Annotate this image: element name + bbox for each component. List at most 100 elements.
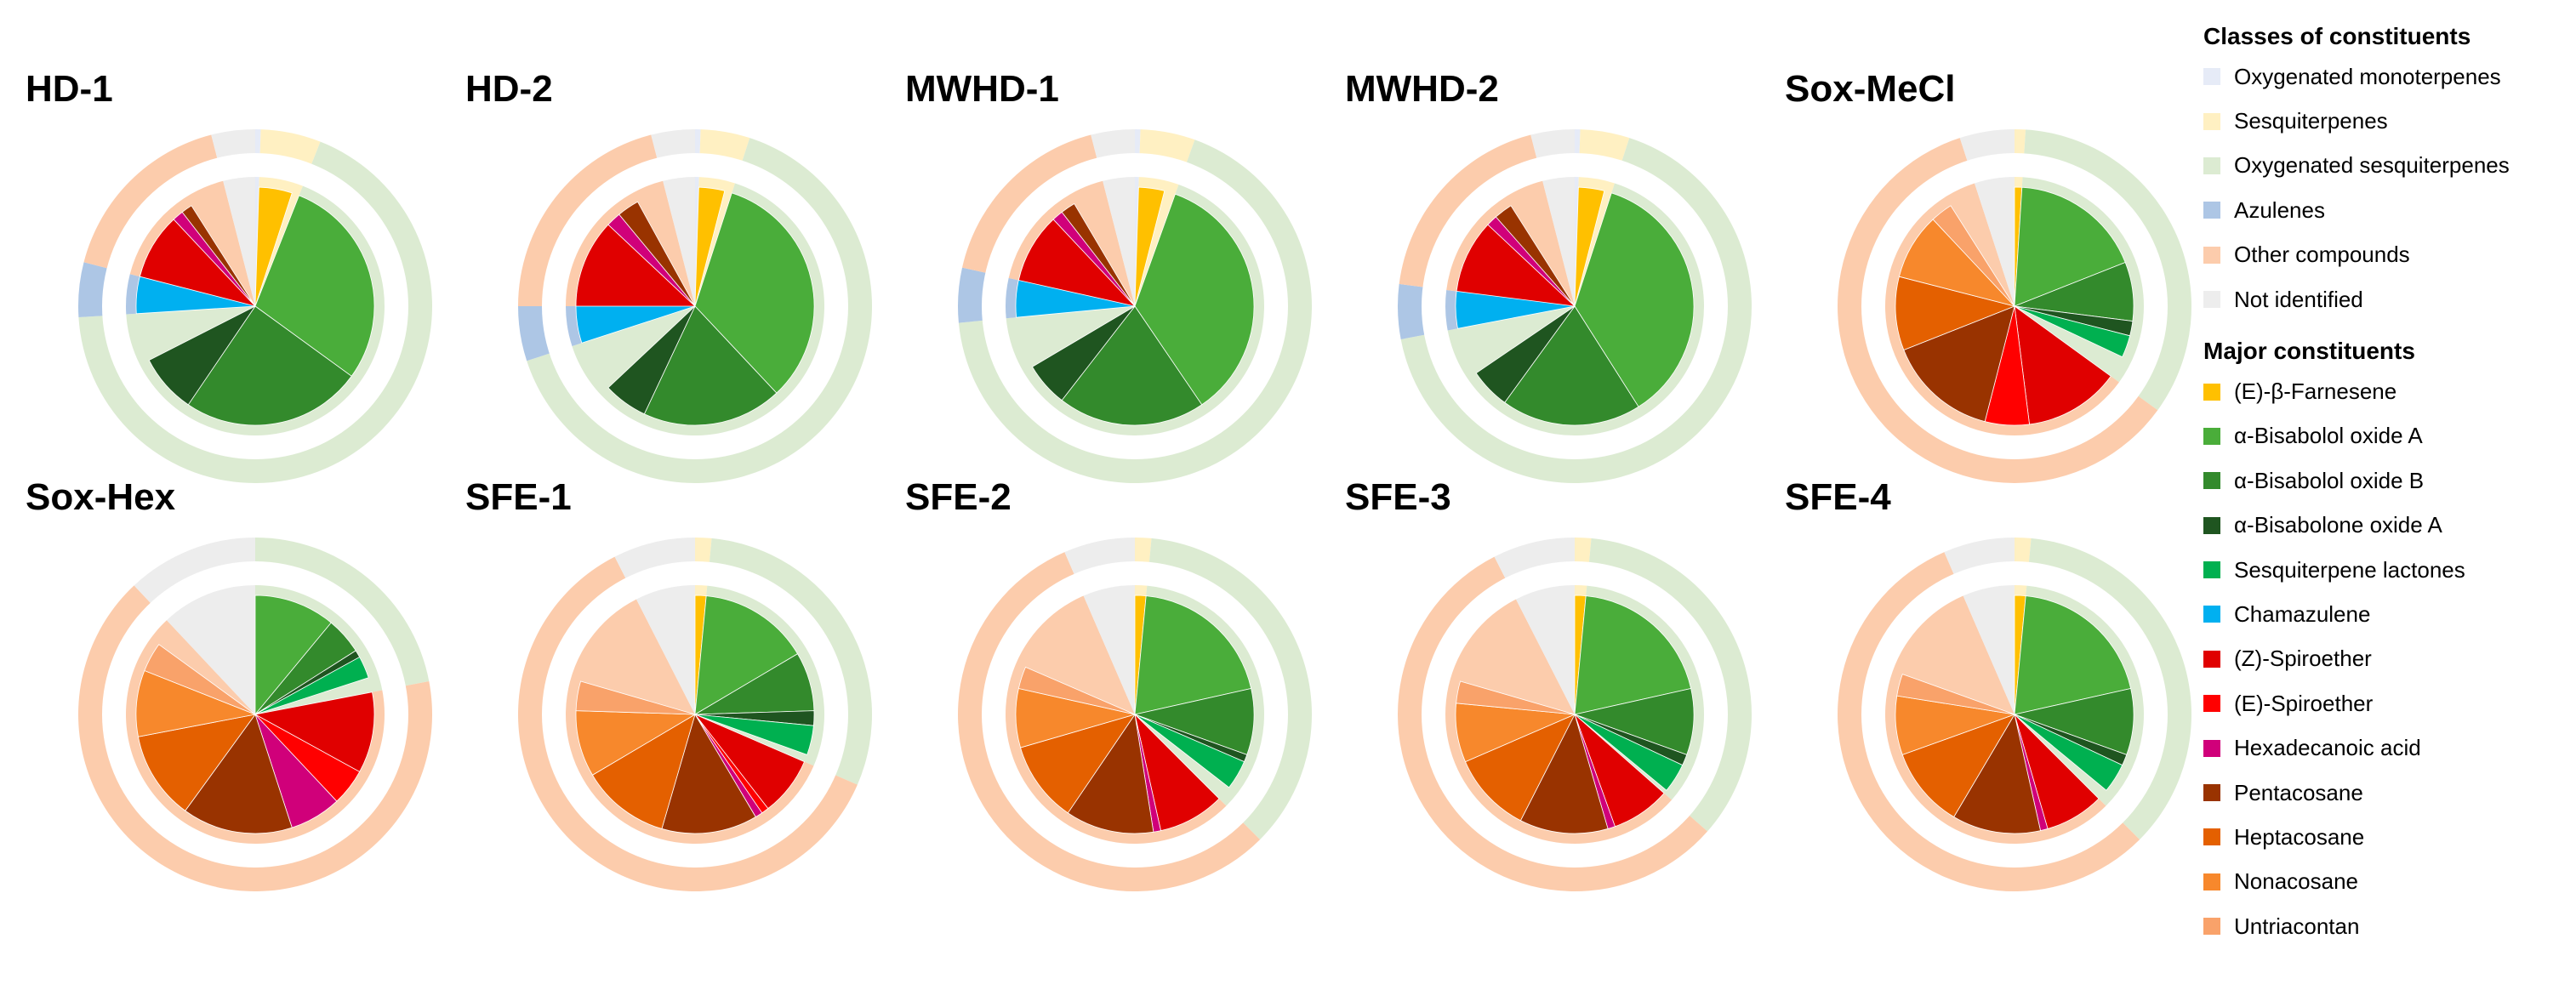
constituent-wedge — [254, 657, 369, 715]
constituent-wedge — [1020, 714, 1136, 814]
pie-title: HD-1 — [26, 68, 113, 110]
constituent-wedge — [1898, 219, 2016, 307]
pie-panel: HD-2 — [465, 68, 891, 510]
legend-swatch — [2203, 516, 2220, 534]
legend-swatch — [2203, 695, 2220, 713]
constituent-wedge — [185, 714, 293, 834]
legend-swatch — [2203, 606, 2220, 623]
class-inner-segment — [1103, 177, 1135, 306]
constituent-wedge — [1017, 666, 1136, 715]
legend-swatch — [2203, 246, 2220, 264]
legend-label: Nonacosane — [2234, 868, 2358, 895]
constituent-wedge — [1895, 276, 2016, 351]
legend-classes-list: Oxygenated monoterpenes Sesquiterpenes Oxy… — [2203, 54, 2569, 321]
pie-panel: SFE-1 — [465, 476, 891, 919]
legend-label: Oxygenated sesquiterpenes — [2234, 152, 2510, 179]
legend-swatch — [2203, 472, 2220, 490]
constituent-wedge — [575, 710, 697, 776]
constituent-wedge — [254, 186, 293, 307]
pie-chart — [1838, 538, 2192, 891]
legend-label: Chamazulene — [2234, 600, 2371, 627]
constituent-wedge — [575, 224, 697, 307]
class-legend-item: Other compounds — [2203, 233, 2569, 277]
legend-swatch — [2203, 561, 2220, 579]
constituent-wedge — [2014, 305, 2112, 425]
pie-chart — [78, 538, 433, 891]
constituent-wedge — [187, 305, 352, 426]
legend-swatch — [2203, 873, 2220, 890]
legend-swatch — [2203, 383, 2220, 401]
constituent-wedge — [1456, 680, 1576, 715]
legend-constituents-heading: Major constituents — [2203, 338, 2415, 365]
constituent-wedge — [254, 595, 332, 716]
pie-panel: SFE-3 — [1345, 476, 1770, 919]
class-legend-item: Azulenes — [2203, 188, 2569, 232]
constituent-wedge — [607, 305, 696, 415]
constituent-wedge — [694, 186, 726, 307]
constituent-wedge — [2014, 595, 2132, 715]
constituent-wedge — [1901, 714, 2015, 818]
legend-label: Not identified — [2234, 286, 2363, 312]
constituent-wedge — [1134, 713, 1220, 832]
legend-swatch — [2203, 918, 2220, 936]
constituent-legend-item: (E)-Spiroether — [2203, 681, 2569, 725]
class-inner-segment — [1542, 177, 1575, 306]
constituent-wedge — [139, 219, 257, 307]
constituent-wedge — [1456, 224, 1576, 307]
legend-classes-heading: Classes of constituents — [2203, 23, 2471, 49]
constituent-wedge — [643, 305, 778, 426]
constituent-wedge — [1134, 186, 1165, 307]
pie-panel: SFE-2 — [905, 476, 1331, 919]
legend: Classes of constituents Oxygenated monot… — [2203, 19, 2569, 948]
legend-swatch — [2203, 784, 2220, 802]
constituent-wedge — [181, 205, 256, 307]
pie-title: SFE-2 — [905, 476, 1012, 518]
legend-label: Azulenes — [2234, 196, 2325, 223]
class-inner-segment — [663, 177, 695, 306]
constituent-wedge — [1903, 305, 2015, 423]
constituent-wedge — [1464, 714, 1576, 822]
pie-title: Sox-MeCl — [1785, 68, 1956, 110]
legend-label: α-Bisabolol oxide B — [2234, 467, 2425, 493]
legend-label: Sesquiterpene lactones — [2234, 556, 2465, 583]
constituent-legend-item: (E)-β-Farnesene — [2203, 369, 2569, 413]
constituent-wedge — [694, 595, 799, 715]
pie-panel: HD-1 — [26, 68, 451, 510]
legend-swatch — [2203, 68, 2220, 86]
constituent-wedge — [591, 714, 696, 829]
constituent-wedge — [2014, 305, 2131, 358]
constituent-wedge — [1134, 193, 1255, 406]
class-legend-item: Not identified — [2203, 277, 2569, 321]
class-inner-segment — [223, 177, 255, 306]
constituent-wedge — [2014, 186, 2126, 307]
legend-swatch — [2203, 202, 2220, 219]
constituent-wedge — [1574, 186, 1605, 307]
pie-chart — [958, 538, 1313, 891]
legend-label: α-Bisabolol oxide A — [2234, 423, 2423, 449]
constituent-wedge — [618, 201, 696, 307]
class-legend-item: Oxygenated sesquiterpenes — [2203, 144, 2569, 188]
legend-constituents-list: (E)-β-Farnesene α-Bisabolol oxide A α-Bisa… — [2203, 369, 2569, 948]
class-inner-segment — [166, 585, 255, 714]
constituent-wedge — [135, 669, 257, 737]
legend-label: Pentacosane — [2234, 779, 2363, 805]
pie-panel: MWHD-1 — [905, 68, 1331, 510]
pie-panel: Sox-MeCl — [1785, 68, 2210, 510]
constituent-wedge — [138, 714, 256, 811]
constituent-wedge — [1932, 205, 2015, 307]
constituent-wedge — [148, 305, 256, 406]
legend-label: Hexadecanoic acid — [2234, 735, 2421, 761]
constituent-wedge — [1504, 305, 1639, 426]
constituent-legend-item: α-Bisabolol oxide B — [2203, 458, 2569, 503]
constituent-wedge — [254, 195, 375, 377]
constituent-wedge — [1133, 687, 1255, 755]
legend-label: (E)-β-Farnesene — [2234, 378, 2397, 405]
legend-swatch — [2203, 828, 2220, 846]
pie-chart — [517, 538, 872, 892]
class-legend-item: Oxygenated monoterpenes — [2203, 54, 2569, 99]
legend-label: α-Bisabolone oxide A — [2234, 512, 2442, 538]
pie-chart — [1397, 128, 1752, 483]
class-inner-segment — [1963, 585, 2015, 714]
constituent-wedge — [1061, 202, 1136, 307]
class-inner-segment — [1083, 585, 1135, 714]
